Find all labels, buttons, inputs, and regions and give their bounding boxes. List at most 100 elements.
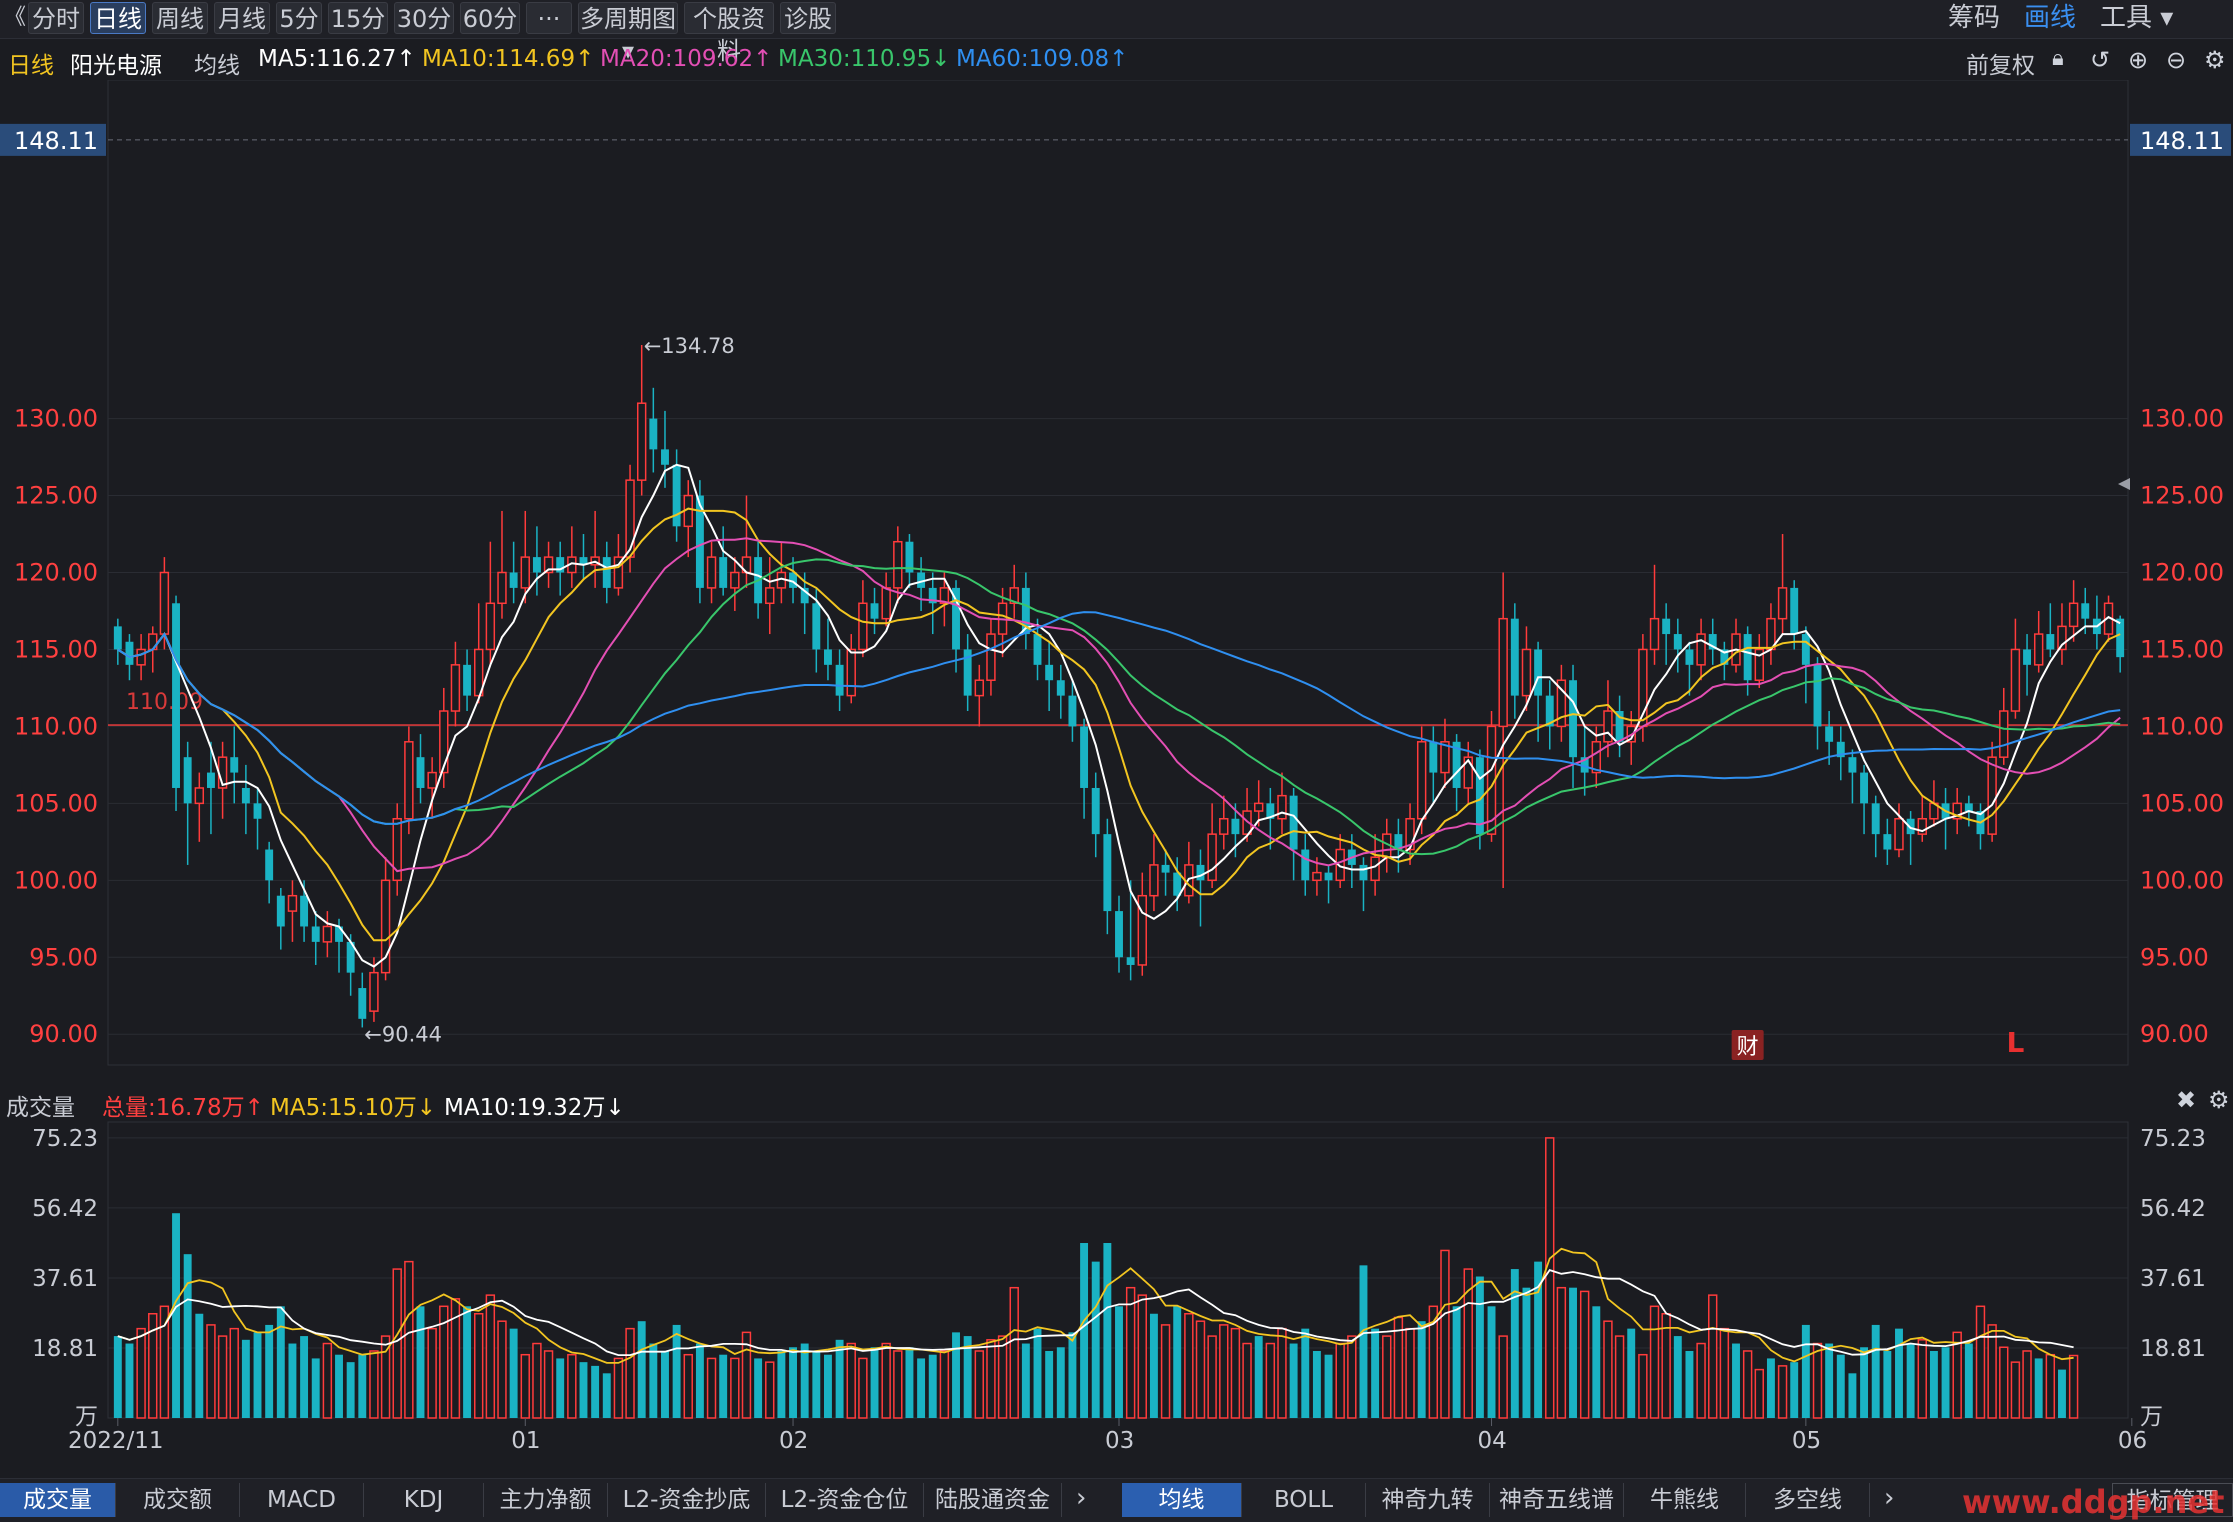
tab-fenshi[interactable]: 分时 <box>28 2 84 34</box>
tab-15min[interactable]: 15分 <box>328 2 388 34</box>
tab-l2-position[interactable]: L2-资金仓位 <box>766 1483 924 1517</box>
volume-bar <box>1545 1137 1555 1419</box>
candle-body <box>1510 618 1519 696</box>
price-tick-label: 95.00 <box>29 943 98 971</box>
price-adjust-dropdown[interactable]: 前复权 <box>1966 53 2035 79</box>
ma5-value: MA5:116.27↑ <box>258 46 416 72</box>
volume-bar <box>800 1343 809 1418</box>
volume-bar <box>1173 1306 1182 1418</box>
more-tabs-button[interactable]: ··· <box>526 2 572 34</box>
candle-body <box>824 649 832 665</box>
tab-magic-five[interactable]: 神奇五线谱 <box>1490 1483 1624 1517</box>
price-tick-label: 120.00 <box>14 559 98 587</box>
volume-ma10-line <box>117 1269 2074 1356</box>
volume-bar <box>265 1324 274 1418</box>
volume-bar <box>113 1336 122 1418</box>
volume-bar <box>1790 1362 1799 1418</box>
current-price-label: 148.11 <box>14 127 98 155</box>
volume-bar <box>846 1342 856 1419</box>
volume-bar <box>543 1350 554 1419</box>
settings-gear-icon[interactable]: ⚙ <box>2204 46 2226 74</box>
tab-magic-nine[interactable]: 神奇九转 <box>1366 1483 1490 1517</box>
tab-macd[interactable]: MACD <box>240 1483 364 1517</box>
stock-profile-button[interactable]: 个股资料 <box>684 2 774 65</box>
volume-bar <box>1952 1331 1962 1419</box>
event-marker-label: L <box>2006 1026 2024 1059</box>
volume-label[interactable]: 成交量 <box>6 1095 75 1121</box>
settings-gear-icon[interactable]: ⚙ <box>2208 1086 2230 1114</box>
volume-bar <box>335 1354 343 1418</box>
candle-body <box>625 479 635 558</box>
volume-bar <box>509 1328 518 1418</box>
tab-30min[interactable]: 30分 <box>394 2 454 34</box>
tab-bull-bear[interactable]: 牛熊线 <box>1624 1483 1746 1517</box>
ma-label[interactable]: 均线 <box>194 53 240 79</box>
lock-icon[interactable]: 🔒︎ <box>2052 46 2064 71</box>
tools-dropdown[interactable]: 工具 ▾ <box>2100 3 2174 33</box>
tab-long-short[interactable]: 多空线 <box>1746 1483 1870 1517</box>
kline-chart[interactable]: 130.00 125.00 120.00 115.00 110.00 105.00 100.… <box>0 80 2233 1478</box>
candle-body <box>1569 680 1577 758</box>
tab-volume[interactable]: 成交量 <box>0 1483 116 1517</box>
candle-body <box>1685 649 1694 665</box>
volume-bar <box>1265 1342 1276 1419</box>
chevron-right-icon[interactable]: › <box>1884 1483 1895 1513</box>
zoom-out-icon[interactable]: ⊖ <box>2166 46 2187 74</box>
candle-body <box>1906 818 1915 835</box>
tab-weekly[interactable]: 周线 <box>152 2 208 34</box>
candle-body <box>1219 818 1229 835</box>
candle-body <box>789 572 797 588</box>
volume-bar <box>1475 1276 1484 1418</box>
candle-body <box>1335 848 1345 882</box>
tab-60min[interactable]: 60分 <box>460 2 520 34</box>
indicator-manage-button[interactable]: 指标管理 <box>2112 1483 2233 1517</box>
candle-body <box>532 557 541 573</box>
volume-bar <box>380 1335 391 1419</box>
tab-5min[interactable]: 5分 <box>276 2 322 34</box>
volume-bar <box>754 1358 763 1418</box>
x-axis-label: 2022/11 <box>68 1428 164 1454</box>
tab-main-net[interactable]: 主力净额 <box>484 1483 608 1517</box>
back-button[interactable]: 《 <box>4 5 27 30</box>
candle-body <box>113 626 122 650</box>
volume-bar <box>1975 1305 1986 1419</box>
volume-bar <box>2010 1361 2021 1419</box>
volume-bar <box>695 1343 704 1418</box>
volume-bar <box>952 1332 960 1418</box>
tab-boll[interactable]: BOLL <box>1242 1483 1366 1517</box>
candle-body <box>905 541 914 573</box>
candle-body <box>194 787 205 805</box>
tab-amount[interactable]: 成交额 <box>116 1483 240 1517</box>
volume-bar <box>1289 1343 1298 1418</box>
tab-monthly[interactable]: 月线 <box>214 2 270 34</box>
volume-bar <box>1440 1249 1450 1419</box>
undo-icon[interactable]: ↺ <box>2090 46 2111 74</box>
volume-bar <box>661 1350 669 1418</box>
candle-body <box>1405 818 1415 851</box>
multi-period-dropdown[interactable]: 多周期图 ▾ <box>578 2 678 65</box>
chevron-right-icon[interactable]: › <box>1076 1483 1087 1513</box>
tab-kdj[interactable]: KDJ <box>364 1483 484 1517</box>
tab-daily[interactable]: 日线 <box>90 2 146 34</box>
volume-bar <box>1836 1354 1845 1418</box>
volume-bar <box>427 1327 437 1419</box>
tab-northbound[interactable]: 陆股通资金 <box>924 1483 1062 1517</box>
volume-bar <box>672 1324 681 1418</box>
tab-l2-bottom[interactable]: L2-资金抄底 <box>608 1483 766 1517</box>
price-tick-label: 115.00 <box>14 635 98 663</box>
ma-line-ma20 <box>117 537 2121 873</box>
volume-bar <box>602 1373 611 1418</box>
candle-body <box>241 787 250 804</box>
candle-body <box>265 849 274 881</box>
watermark-text: www.ddgp.net <box>1962 1483 2225 1521</box>
candle-body <box>730 571 740 589</box>
candle-body <box>1277 794 1287 820</box>
candle-body <box>917 572 926 588</box>
chips-button[interactable]: 筹码 <box>1948 3 2001 33</box>
drawing-button[interactable]: 画线 <box>2024 3 2077 33</box>
diagnose-button[interactable]: 诊股 <box>780 2 836 34</box>
volume-bar <box>1825 1343 1834 1418</box>
tab-ma[interactable]: 均线 <box>1122 1483 1242 1517</box>
close-icon[interactable]: ✖ <box>2176 1086 2197 1114</box>
zoom-in-icon[interactable]: ⊕ <box>2128 46 2149 74</box>
